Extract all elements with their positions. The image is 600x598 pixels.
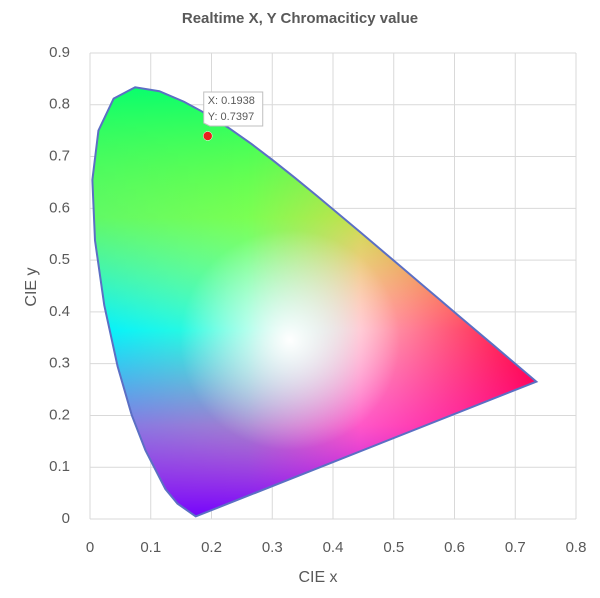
- y-axis-label: CIE y: [23, 267, 40, 306]
- y-tick-label: 0.6: [49, 199, 70, 216]
- gamut-fill: [92, 87, 537, 517]
- x-tick-label: 0: [86, 539, 94, 556]
- y-tick-label: 0.8: [49, 96, 70, 113]
- x-tick-label: 0.2: [201, 539, 222, 556]
- y-tick-label: 0.7: [49, 148, 70, 165]
- point: [202, 131, 213, 141]
- x-tick-label: 0.7: [505, 539, 526, 556]
- chart-title: Realtime X, Y Chromaciticy value: [182, 10, 418, 27]
- y-tick-label: 0.9: [49, 44, 70, 61]
- y-tick-label: 0.4: [49, 303, 70, 320]
- x-tick-label: 0.3: [262, 539, 283, 556]
- annotation: Y: 0.7397: [208, 111, 255, 123]
- gamut-boundary: [91, 86, 539, 518]
- y-tick-label: 0.2: [49, 406, 70, 423]
- x-tick-label: 0.6: [444, 539, 465, 556]
- annotation: X: 0.1938: [208, 95, 255, 107]
- y-tick-label: 0.3: [49, 355, 70, 372]
- x-tick-label: 0.1: [140, 539, 161, 556]
- annotation-box: [203, 91, 264, 127]
- y-tick-label: 0.1: [49, 458, 70, 475]
- y-tick-label: 0: [62, 510, 70, 527]
- x-tick-label: 0.8: [566, 539, 587, 556]
- x-axis-label: CIE x: [298, 569, 337, 586]
- x-tick-label: 0.5: [383, 539, 404, 556]
- x-tick-label: 0.4: [323, 539, 344, 556]
- y-tick-label: 0.5: [49, 251, 70, 268]
